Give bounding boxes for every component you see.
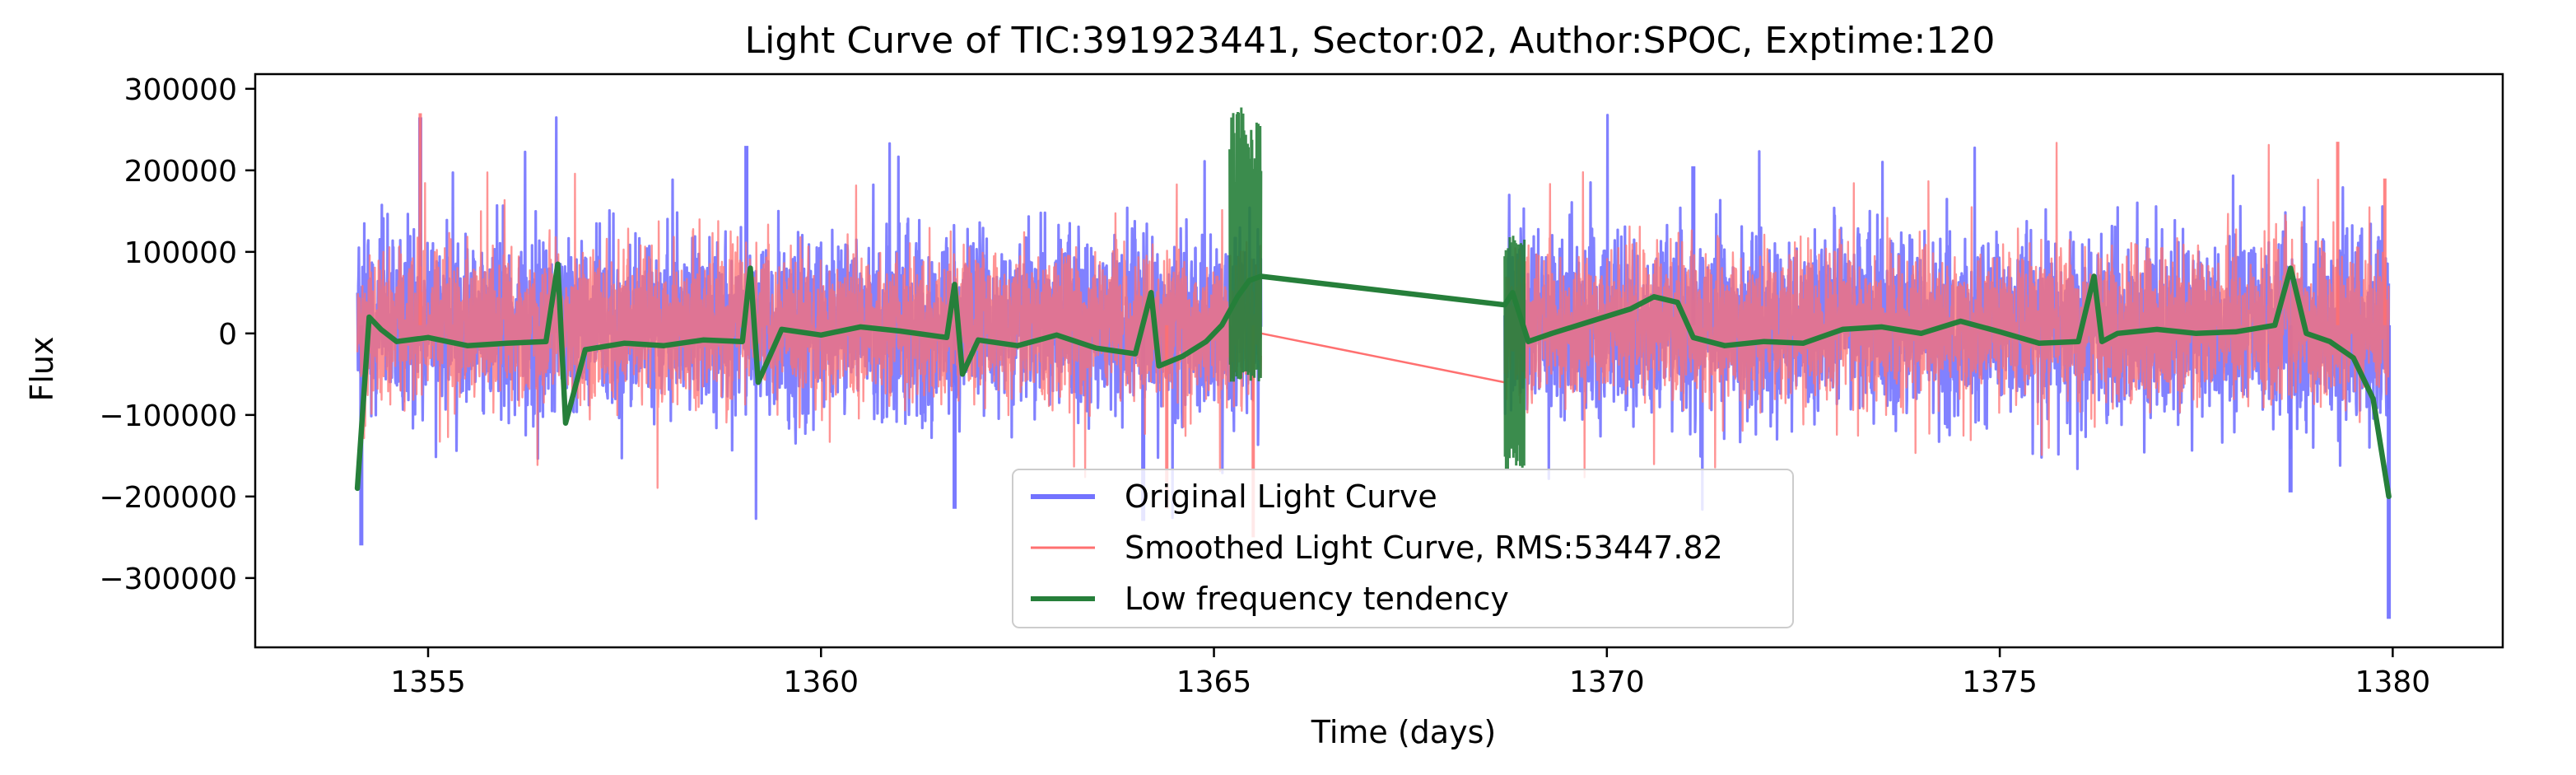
- y-axis-label: Flux: [24, 337, 60, 402]
- x-tick-label: 1360: [783, 665, 859, 699]
- trend-burst: [1228, 107, 1263, 382]
- smoothed-gap-line: [1260, 332, 1505, 384]
- x-tick-label: 1380: [2355, 665, 2431, 699]
- x-tick-label: 1370: [1569, 665, 1645, 699]
- legend-label-trend: Low frequency tendency: [1125, 581, 1509, 617]
- chart-title: Light Curve of TIC:391923441, Sector:02,…: [745, 20, 1996, 62]
- y-axis: −300000 −200000 −100000 0 100000 200000 300000: [99, 73, 255, 596]
- x-tick-label: 1355: [390, 665, 466, 699]
- y-tick-label: −300000: [99, 563, 237, 596]
- legend-label-smoothed: Smoothed Light Curve, RMS:53447.82: [1125, 530, 1723, 566]
- x-tick-label: 1365: [1176, 665, 1252, 699]
- y-tick-label: −200000: [99, 481, 237, 515]
- y-tick-label: 200000: [124, 155, 237, 189]
- y-tick-label: 300000: [124, 73, 237, 107]
- trend-burst: [1503, 236, 1526, 470]
- y-tick-label: 0: [218, 318, 237, 352]
- series-low-frequency-tendency: [354, 107, 2392, 500]
- x-tick-label: 1375: [1962, 665, 2038, 699]
- legend: Original Light Curve Smoothed Light Curv…: [1012, 469, 1794, 628]
- x-axis: 1355 1360 1365 1370 1375 1380: [390, 647, 2430, 699]
- legend-label-original: Original Light Curve: [1125, 479, 1437, 515]
- y-tick-label: 100000: [124, 236, 237, 270]
- plot-frame: [254, 72, 2504, 649]
- legend-box: [1012, 469, 1794, 628]
- y-tick-label: −100000: [99, 399, 237, 433]
- x-axis-label: Time (days): [1311, 714, 1496, 750]
